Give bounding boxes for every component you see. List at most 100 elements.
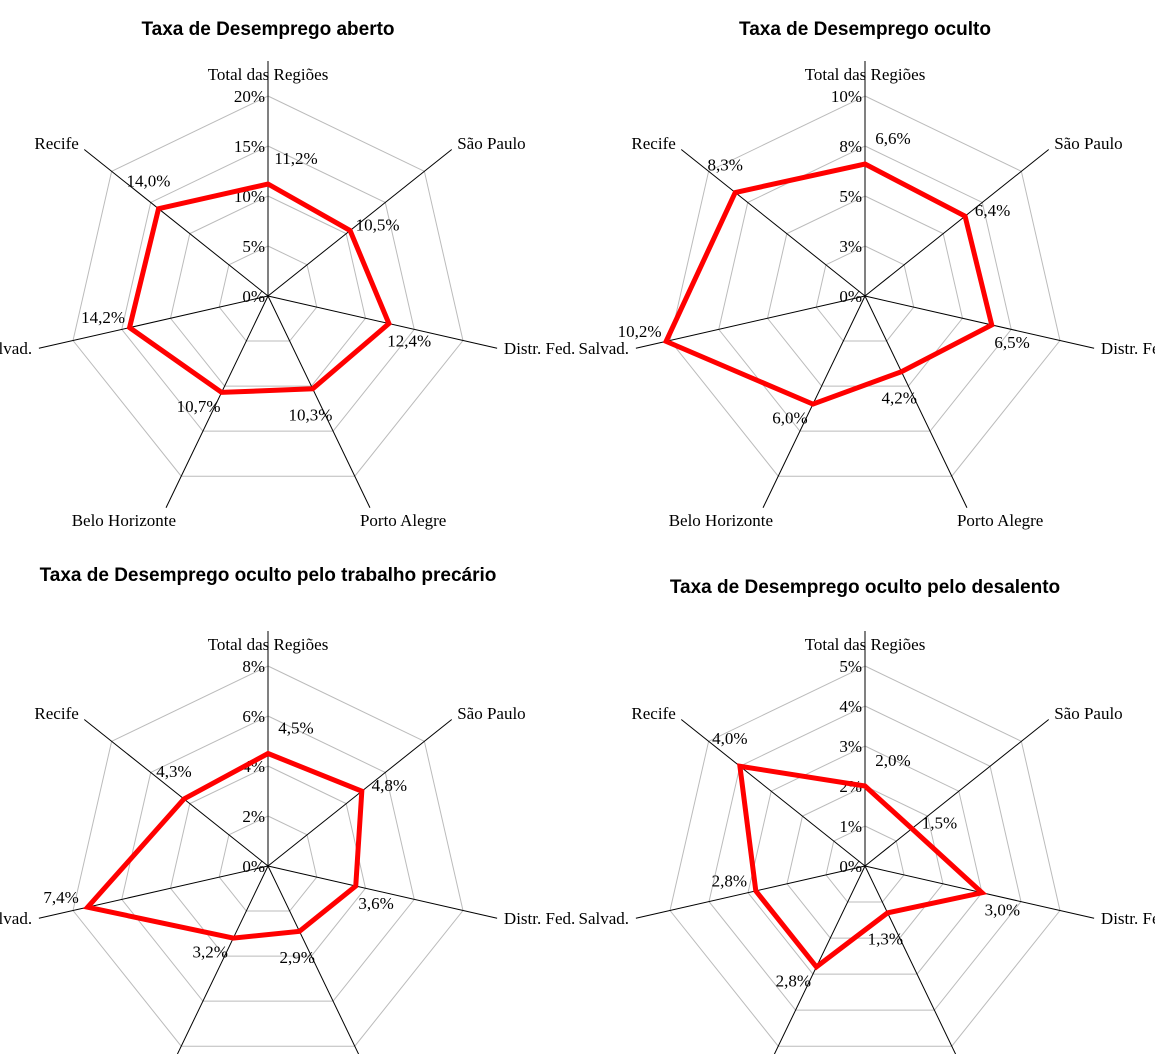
grid-ring <box>72 665 464 1047</box>
spoke <box>635 295 866 349</box>
chart-title: Taxa de Desemprego oculto pelo desalento <box>669 577 1061 598</box>
spoke <box>864 295 1095 349</box>
value-label: 4,5% <box>278 718 313 737</box>
tick-label: 20% <box>234 87 265 106</box>
spoke <box>38 865 269 919</box>
axis-label: Salvad. <box>579 909 630 928</box>
grid-ring <box>669 665 1061 1047</box>
axis-label: Recife <box>34 704 78 723</box>
axis-label: Salvad. <box>0 339 32 358</box>
value-label: 6,4% <box>975 201 1010 220</box>
grid-ring <box>218 815 318 912</box>
grid-ring <box>708 705 1022 1011</box>
value-label: 4,3% <box>156 762 191 781</box>
tick-label: 10% <box>831 87 862 106</box>
spoke <box>773 865 866 1054</box>
tick-label: 6% <box>242 707 265 726</box>
tick-label: 1% <box>839 817 862 836</box>
value-label: 12,4% <box>387 331 431 350</box>
value-label: 7,4% <box>43 888 78 907</box>
axis-label: Distr. Fed. <box>1101 339 1155 358</box>
axis-label: Distr. Fed. <box>504 339 575 358</box>
axis-label: Distr. Fed. <box>504 909 575 928</box>
value-label: 3,2% <box>193 943 228 962</box>
tick-label: 0% <box>839 287 862 306</box>
axis-label: Recife <box>631 704 675 723</box>
chart-title: Taxa de Desemprego aberto <box>141 19 395 40</box>
grid-ring <box>718 145 1012 432</box>
axis-label: Total das Regiões <box>805 635 926 654</box>
value-label: 10,3% <box>289 405 333 424</box>
axis-label: Salvad. <box>0 909 32 928</box>
value-label: 3,0% <box>985 901 1020 920</box>
axis-label: São Paulo <box>1054 704 1122 723</box>
spoke <box>680 149 866 297</box>
tick-label: 0% <box>242 857 265 876</box>
value-label: 1,3% <box>868 929 903 948</box>
axis-label: Recife <box>631 134 675 153</box>
axis-label: Total das Regiões <box>208 635 329 654</box>
series-line <box>126 181 392 395</box>
value-label: 14,0% <box>127 172 171 191</box>
grid-ring <box>825 825 905 903</box>
value-label: 1,5% <box>922 813 957 832</box>
spoke <box>267 295 371 508</box>
value-label: 2,0% <box>875 751 910 770</box>
spoke <box>864 865 957 1054</box>
tick-label: 8% <box>242 657 265 676</box>
value-label: 6,6% <box>875 129 910 148</box>
axis-label: São Paulo <box>1054 134 1122 153</box>
tick-label: 0% <box>839 857 862 876</box>
chart-panel: Total das Regiões São Paulo Distr. Fed. Por… <box>0 0 577 570</box>
tick-label: 4% <box>839 697 862 716</box>
axis-label: Distr. Fed. <box>1101 909 1155 928</box>
spoke <box>38 295 269 349</box>
grid-ring <box>747 745 983 975</box>
grid-ring <box>218 245 318 342</box>
axis-label: São Paulo <box>457 704 525 723</box>
spoke <box>864 149 1050 297</box>
value-label: 2,9% <box>280 948 315 967</box>
series-line <box>737 763 988 971</box>
axis-label: Belo Horizonte <box>72 511 176 530</box>
spoke <box>83 719 269 867</box>
series-line <box>82 750 365 941</box>
spoke <box>635 865 866 919</box>
chart-title: Taxa de Desemprego oculto <box>739 19 991 40</box>
grid-ring <box>669 95 1061 477</box>
value-label: 10,5% <box>356 215 400 234</box>
spoke <box>83 149 269 297</box>
axis-label: Belo Horizonte <box>669 511 773 530</box>
spoke <box>267 295 498 349</box>
axis-label: Porto Alegre <box>360 511 446 530</box>
value-label: 6,0% <box>772 409 807 428</box>
chart-title: Taxa de Desemprego oculto pelo trabalho … <box>39 565 497 586</box>
spoke <box>267 865 498 919</box>
value-label: 8,3% <box>707 155 742 174</box>
grid-ring <box>121 145 415 432</box>
value-label: 2,8% <box>712 872 747 891</box>
value-label: 2,8% <box>776 971 811 990</box>
axis-label: Total das Regiões <box>208 65 329 84</box>
axis-label: São Paulo <box>457 134 525 153</box>
value-label: 14,2% <box>81 308 125 327</box>
value-label: 4,8% <box>372 776 407 795</box>
grid-ring <box>815 245 915 342</box>
grid-ring <box>786 785 944 939</box>
spoke <box>267 149 453 297</box>
tick-label: 3% <box>839 737 862 756</box>
series-line <box>662 161 995 407</box>
value-label: 10,7% <box>177 397 221 416</box>
radar-chart: Total das Regiões São Paulo Distr. Fed. Por… <box>0 61 575 530</box>
tick-label: 8% <box>839 137 862 156</box>
spoke <box>680 719 866 867</box>
spoke <box>267 865 360 1054</box>
spoke <box>864 295 968 508</box>
axis-label: Total das Regiões <box>805 65 926 84</box>
axis-label: Salvad. <box>579 339 630 358</box>
spoke <box>864 719 1050 867</box>
